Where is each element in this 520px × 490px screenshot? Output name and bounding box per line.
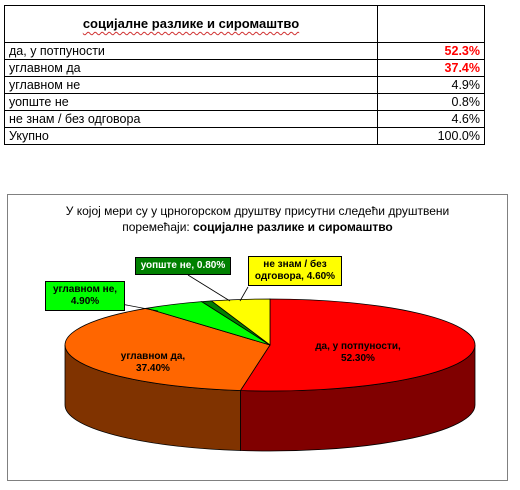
chart-title-line2: поремећаји: социјалне разлике и сиромашт… [8, 219, 507, 235]
row-value: 52.3% [377, 42, 485, 60]
row-value: 100.0% [377, 127, 485, 145]
row-label: уопште не [4, 93, 378, 111]
table-row: да, у потпуности 52.3% [4, 42, 485, 60]
row-value: 0.8% [377, 93, 485, 111]
leader-line-uopste-ne [187, 274, 231, 302]
slice-label-uglavnom-da: углавном да, 37.40% [120, 351, 186, 374]
row-label: углавном да [4, 59, 378, 77]
table-row: не знам / без одговора 4.6% [4, 110, 485, 128]
slice-label-ne-znam: не знам / без одговора, 4.60% [248, 256, 342, 286]
slice-label-da-u-potpunosti: да, у потпуности, 52.30% [315, 341, 401, 364]
pie-slice-1 [64, 307, 271, 391]
chart-frame: У којој мери су у црногорском друштву пр… [7, 194, 508, 481]
row-value: 4.6% [377, 110, 485, 128]
table-row-total: Укупно 100.0% [4, 127, 485, 145]
table-header-row: социјалне разлике и сиромаштво [4, 5, 485, 43]
table-row: углавном не 4.9% [4, 76, 485, 94]
row-value: 4.9% [377, 76, 485, 94]
row-value: 37.4% [377, 59, 485, 77]
row-label: да, у потпуности [4, 42, 378, 60]
table-row: углавном да 37.4% [4, 59, 485, 77]
pie-chart [64, 274, 476, 452]
row-label: Укупно [4, 127, 378, 145]
row-label: не знам / без одговора [4, 110, 378, 128]
chart-title-bold: социјалне разлике и сиромаштво [193, 220, 393, 234]
table-row: уопште не 0.8% [4, 93, 485, 111]
data-table: социјалне разлике и сиромаштво да, у пот… [4, 5, 485, 145]
slice-label-uglavnom-ne: углавном не, 4.90% [45, 281, 125, 311]
chart-title: У којој мери су у црногорском друштву пр… [8, 203, 507, 235]
row-label: углавном не [4, 76, 378, 94]
pie-slice-0 [239, 298, 476, 392]
leader-line-ne-znam [239, 286, 249, 302]
slice-label-uopste-ne: уопште не, 0.80% [135, 257, 231, 275]
table-header-empty [377, 5, 485, 43]
chart-title-prefix: поремећаји: [122, 220, 194, 234]
table-title: социјалне разлике и сиромаштво [4, 5, 378, 43]
chart-title-line1: У којој мери су у црногорском друштву пр… [65, 204, 450, 218]
